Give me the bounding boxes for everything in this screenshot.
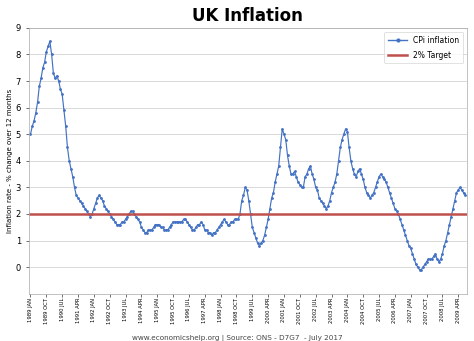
CPi inflation xyxy=(417,268,422,272)
Line: CPi inflation: CPi inflation xyxy=(30,41,466,270)
CPi inflation xyxy=(47,39,53,43)
Text: www.economicshelp.org | Source: ONS - D7G7  - July 2017: www.economicshelp.org | Source: ONS - D7… xyxy=(132,335,342,341)
CPi inflation xyxy=(390,201,396,205)
CPi inflation xyxy=(450,207,456,211)
CPi inflation xyxy=(408,247,414,251)
CPi inflation xyxy=(218,223,223,227)
Legend: CPi inflation, 2% Target: CPi inflation, 2% Target xyxy=(384,32,463,63)
CPi inflation xyxy=(27,132,33,136)
2% Target xyxy=(29,212,35,216)
CPi inflation xyxy=(357,167,363,171)
Y-axis label: Inflation rate - % change over 12 months: Inflation rate - % change over 12 months xyxy=(7,89,13,233)
Title: UK Inflation: UK Inflation xyxy=(192,7,303,25)
CPi inflation xyxy=(246,198,252,203)
2% Target xyxy=(27,212,33,216)
CPi inflation xyxy=(463,193,468,197)
